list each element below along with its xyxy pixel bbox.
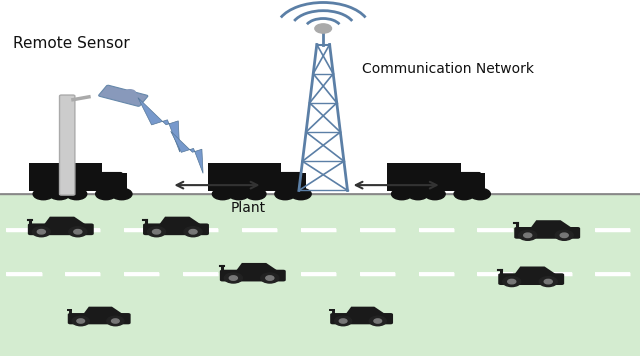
Bar — [282, 173, 306, 194]
Circle shape — [77, 319, 84, 323]
Circle shape — [291, 188, 311, 200]
Polygon shape — [514, 267, 557, 275]
Circle shape — [96, 188, 116, 200]
Circle shape — [335, 316, 351, 326]
Circle shape — [72, 316, 89, 326]
Circle shape — [261, 273, 279, 283]
Circle shape — [225, 273, 243, 283]
Circle shape — [454, 188, 475, 200]
Circle shape — [49, 188, 70, 200]
Circle shape — [37, 230, 45, 234]
FancyBboxPatch shape — [60, 95, 75, 195]
Text: Remote Sensor: Remote Sensor — [13, 36, 129, 51]
Circle shape — [560, 233, 568, 237]
Bar — [29, 163, 102, 191]
Circle shape — [540, 277, 557, 287]
Circle shape — [470, 188, 490, 200]
Circle shape — [148, 227, 166, 237]
Circle shape — [315, 24, 332, 33]
Circle shape — [369, 316, 387, 326]
Polygon shape — [44, 217, 86, 225]
FancyBboxPatch shape — [459, 172, 481, 182]
Circle shape — [246, 188, 266, 200]
FancyBboxPatch shape — [499, 273, 564, 285]
Circle shape — [275, 188, 296, 200]
Circle shape — [544, 279, 552, 284]
Text: d: d — [212, 166, 221, 180]
Circle shape — [111, 188, 132, 200]
FancyBboxPatch shape — [515, 227, 580, 239]
Polygon shape — [346, 307, 386, 314]
Circle shape — [339, 319, 347, 323]
FancyBboxPatch shape — [100, 172, 122, 182]
Text: Plant: Plant — [230, 201, 266, 215]
Circle shape — [74, 230, 82, 234]
Circle shape — [107, 316, 124, 326]
Circle shape — [212, 188, 233, 200]
Bar — [461, 173, 485, 194]
Circle shape — [556, 230, 573, 240]
FancyBboxPatch shape — [28, 224, 94, 235]
FancyBboxPatch shape — [280, 172, 301, 182]
Text: Communication Network: Communication Network — [362, 62, 534, 76]
Circle shape — [503, 277, 521, 287]
Bar — [208, 163, 282, 191]
Circle shape — [425, 188, 445, 200]
Circle shape — [229, 276, 237, 280]
Circle shape — [189, 230, 197, 234]
Circle shape — [408, 188, 428, 200]
Circle shape — [67, 188, 87, 200]
Circle shape — [184, 227, 202, 237]
Circle shape — [33, 227, 51, 237]
Bar — [0, 194, 640, 356]
Bar — [102, 173, 127, 194]
FancyBboxPatch shape — [99, 85, 148, 106]
Circle shape — [69, 227, 87, 237]
Polygon shape — [138, 98, 180, 152]
Circle shape — [111, 319, 119, 323]
Circle shape — [508, 279, 516, 284]
FancyBboxPatch shape — [330, 313, 393, 324]
Circle shape — [519, 230, 537, 240]
FancyBboxPatch shape — [220, 270, 285, 282]
Circle shape — [266, 276, 274, 280]
Bar — [0, 194, 640, 356]
Polygon shape — [83, 307, 124, 314]
FancyBboxPatch shape — [68, 313, 131, 324]
Circle shape — [152, 230, 161, 234]
Polygon shape — [171, 131, 203, 173]
Circle shape — [524, 233, 532, 237]
FancyBboxPatch shape — [143, 224, 209, 235]
Circle shape — [228, 188, 249, 200]
Bar — [387, 163, 461, 191]
Polygon shape — [530, 220, 573, 229]
Circle shape — [124, 90, 136, 96]
Circle shape — [374, 319, 381, 323]
Circle shape — [392, 188, 412, 200]
Circle shape — [33, 188, 54, 200]
Polygon shape — [236, 263, 278, 271]
Polygon shape — [159, 217, 202, 225]
